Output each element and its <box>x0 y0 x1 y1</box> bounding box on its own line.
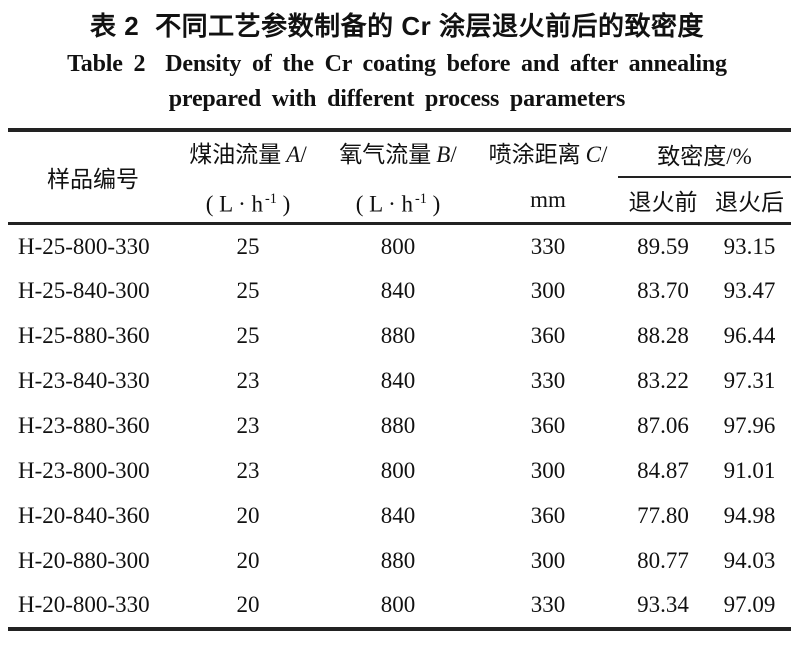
cell-sample-id: H-20-880-300 <box>18 548 150 573</box>
table-body: H-25-800-330 25 800 330 89.59 93.15 H-25-840-3… <box>8 224 791 629</box>
cell-sample-id: H-25-840-300 <box>18 278 150 303</box>
table-row: H-23-880-360 23 880 360 87.06 97.96 <box>8 404 791 449</box>
cell-sample-id: H-20-800-330 <box>18 592 150 617</box>
col-header-kerosene-unit: ( L · h -1 ) <box>205 191 291 217</box>
col-header-before-annealing: 退火前 <box>628 189 698 215</box>
cell-before: 84.87 <box>637 458 689 483</box>
table-row: H-20-800-330 20 800 330 93.34 97.09 <box>8 584 791 629</box>
cell-oxygen: 840 <box>380 503 416 528</box>
table-caption-en-line2: prepared with different process paramete… <box>168 86 626 112</box>
table-caption-en-title: Density of the Cr coating before and aft… <box>165 51 727 77</box>
table-row: H-23-840-330 23 840 330 83.22 97.31 <box>8 359 791 404</box>
cell-sample-id: H-23-880-360 <box>18 413 150 438</box>
cell-after: 93.15 <box>723 233 776 259</box>
factor-symbol-B: B <box>436 142 451 167</box>
unit-exponent: -1 <box>264 191 277 207</box>
table-row: H-25-840-300 25 840 300 83.70 93.47 <box>8 269 791 314</box>
table-header: 样品编号 煤油流量 A/ ( L · h -1 ) 氧气流量 B/ ( L · h -1… <box>8 130 791 224</box>
table-caption-zh-label: 表 2 <box>89 11 140 41</box>
cell-sample-id: H-25-880-360 <box>18 323 150 348</box>
cell-after: 94.03 <box>723 548 776 573</box>
cell-oxygen: 800 <box>380 458 416 483</box>
cell-oxygen: 840 <box>380 278 416 303</box>
cell-before: 77.80 <box>637 503 689 528</box>
process-parameters-table: 样品编号 煤油流量 A/ ( L · h -1 ) 氧气流量 B/ ( L · h -1… <box>8 128 791 631</box>
cell-oxygen: 880 <box>380 413 416 438</box>
cell-distance: 360 <box>530 413 566 438</box>
cell-oxygen: 840 <box>380 368 416 393</box>
table-row: H-25-800-330 25 800 330 89.59 93.15 <box>8 224 791 269</box>
cell-distance: 360 <box>530 503 566 528</box>
cell-kerosene: 23 <box>236 368 260 393</box>
cell-after: 97.09 <box>723 592 776 617</box>
factor-symbol-C: C <box>585 142 601 167</box>
cell-after: 97.96 <box>723 413 776 438</box>
cell-distance: 330 <box>530 592 566 617</box>
col-header-sample: 样品编号 <box>47 167 139 192</box>
col-header-oxygen-flow: 氧气流量 B/ ( L · h -1 ) <box>318 130 478 224</box>
cell-after: 93.47 <box>723 278 776 303</box>
table-row: H-20-840-360 20 840 360 77.80 94.98 <box>8 494 791 539</box>
cell-oxygen: 880 <box>380 323 416 348</box>
table-row: H-25-880-360 25 880 360 88.28 96.44 <box>8 314 791 359</box>
cell-sample-id: H-25-800-330 <box>18 233 150 259</box>
cell-kerosene: 25 <box>236 278 260 303</box>
factor-symbol-A: A <box>286 142 301 167</box>
header-row-1: 样品编号 煤油流量 A/ ( L · h -1 ) 氧气流量 B/ ( L · h -1… <box>8 130 791 217</box>
cell-before: 89.59 <box>637 233 689 259</box>
unit-exponent: -1 <box>414 191 427 207</box>
cell-before: 83.22 <box>637 368 689 393</box>
cell-kerosene: 20 <box>236 503 260 528</box>
cell-oxygen: 800 <box>380 233 416 259</box>
cell-sample-id: H-20-840-360 <box>18 503 150 528</box>
col-header-spray-distance: 喷涂距离 C/ mm <box>478 130 618 224</box>
table-caption-en-label: Table 2 <box>67 51 146 77</box>
cell-after: 94.98 <box>723 503 776 528</box>
table-caption-en-line1: Table 2 Density of the Cr coating before … <box>0 48 794 80</box>
cell-kerosene: 25 <box>236 323 260 348</box>
cell-kerosene: 20 <box>236 548 260 573</box>
cell-distance: 360 <box>530 323 566 348</box>
cell-after: 91.01 <box>723 458 776 483</box>
cell-oxygen: 800 <box>380 592 416 617</box>
col-header-density-group: 致密度/% <box>618 130 791 178</box>
cell-before: 83.70 <box>637 278 689 303</box>
table-row: H-20-880-300 20 880 300 80.77 94.03 <box>8 539 791 584</box>
cell-distance: 330 <box>530 368 566 393</box>
col-header-distance-name: 喷涂距离 C/ <box>488 142 608 167</box>
col-header-distance-unit: mm <box>530 187 566 212</box>
cell-sample-id: H-23-800-300 <box>18 458 150 483</box>
table-caption-zh: 表 2 不同工艺参数制备的 Cr 涂层退火前后的致密度 <box>0 10 794 42</box>
table-caption-zh-title: 不同工艺参数制备的 Cr 涂层退火前后的致密度 <box>155 11 705 41</box>
header-row-2: 退火前 退火后 <box>8 177 791 224</box>
cell-before: 93.34 <box>637 592 689 617</box>
col-header-kerosene-name: 煤油流量 A/ <box>189 142 307 167</box>
cell-before: 87.06 <box>637 413 689 438</box>
cell-distance: 330 <box>530 233 566 259</box>
cell-kerosene: 23 <box>236 413 260 438</box>
cell-sample-id: H-23-840-330 <box>18 368 150 393</box>
cell-distance: 300 <box>530 548 566 573</box>
cell-before: 80.77 <box>637 548 689 573</box>
col-header-kerosene-flow: 煤油流量 A/ ( L · h -1 ) <box>178 130 318 224</box>
table-row: H-23-800-300 23 800 300 84.87 91.01 <box>8 449 791 494</box>
cell-kerosene: 25 <box>236 233 260 259</box>
cell-before: 88.28 <box>637 323 689 348</box>
cell-kerosene: 20 <box>236 592 260 617</box>
cell-after: 97.31 <box>723 368 776 393</box>
cell-distance: 300 <box>530 278 566 303</box>
col-header-after-annealing: 退火后 <box>715 189 784 215</box>
cell-distance: 300 <box>530 458 566 483</box>
cell-oxygen: 880 <box>380 548 416 573</box>
cell-after: 96.44 <box>723 323 776 348</box>
col-header-oxygen-unit: ( L · h -1 ) <box>355 191 441 217</box>
col-header-oxygen-name: 氧气流量 B/ <box>339 142 457 167</box>
cell-kerosene: 23 <box>236 458 260 483</box>
